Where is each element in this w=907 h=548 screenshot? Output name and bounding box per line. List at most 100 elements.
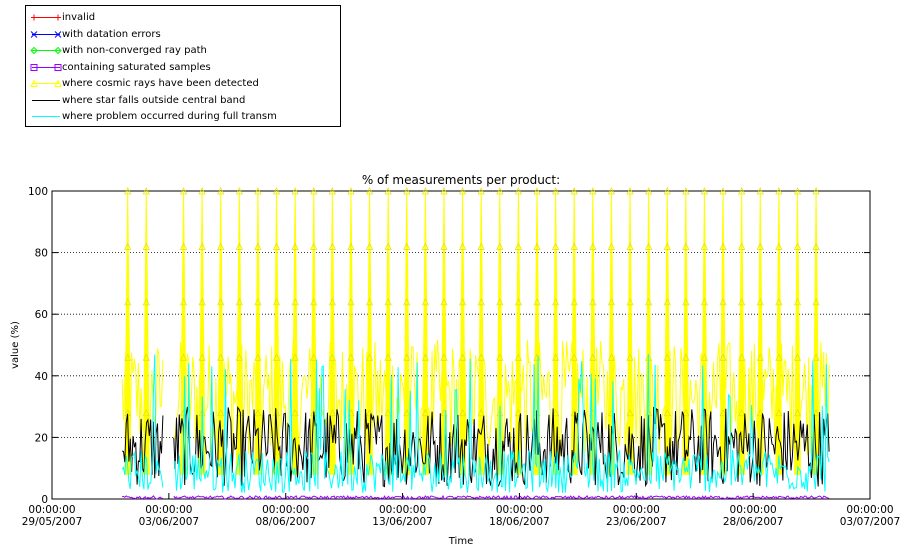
cosmic-ray-spike [514,190,522,475]
diamond-marker [54,46,62,55]
triangle-marker [626,353,634,361]
cosmic-ray-spike [459,190,467,475]
triangle-marker [142,297,150,306]
triangle-marker [310,242,318,250]
x-marker [54,30,62,38]
triangle-marker [812,408,820,417]
triangle-marker [440,297,448,306]
triangle-marker [30,79,38,87]
triangle-marker [403,353,411,361]
triangle-marker [365,353,374,361]
legend-label: with non-converged ray path [62,45,207,56]
triangle-marker [217,297,225,306]
triangle-marker [421,187,430,195]
triangle-marker [514,353,523,361]
triangle-marker [217,242,225,250]
triangle-marker [291,297,299,306]
cosmic-ray-spike [198,190,206,475]
triangle-marker [682,187,690,195]
legend-entry: where cosmic rays have been detected [30,76,340,91]
triangle-marker [142,353,150,361]
legend-swatch [32,99,60,101]
axes: 02040608010000:00:0029/05/200700:00:0003… [22,186,901,528]
triangle-marker [217,353,225,361]
triangle-marker [235,353,243,361]
triangle-marker [756,297,764,306]
triangle-marker [291,353,299,361]
triangle-marker [328,353,336,361]
triangle-marker [403,187,411,195]
legend-swatch [30,46,62,55]
x-tick-label-time: 00:00:00 [379,504,426,516]
triangle-marker [142,408,150,417]
triangle-marker [644,187,653,195]
x-tick-label-date: 18/06/2007 [489,516,550,528]
series-layer [121,187,830,501]
triangle-marker [682,408,690,417]
triangle-marker [551,187,560,195]
x-tick-label-date: 03/06/2007 [139,516,200,528]
y-tick-label: 0 [41,494,48,506]
cosmic-ray-spike [217,190,225,475]
triangle-marker [310,297,318,306]
legend-label: containing saturated samples [62,61,211,73]
legend-entry: invalid [30,10,340,25]
y-tick-label: 80 [35,248,48,260]
series-where-problem-occurred-during-full-transm [121,354,830,493]
triangle-marker [347,242,355,250]
legend-label: where star falls outside central band [62,94,246,106]
triangle-marker [384,242,392,250]
triangle-marker [179,242,188,250]
triangle-marker [626,408,634,417]
triangle-marker [272,297,281,306]
triangle-marker [310,187,318,195]
triangle-marker [403,297,411,306]
cosmic-ray-spike [626,190,634,475]
triangle-marker [328,187,336,195]
cosmic-ray-spike [645,190,653,475]
triangle-marker [793,408,802,417]
triangle-marker [719,297,727,306]
triangle-marker [663,408,671,417]
triangle-marker [272,187,281,195]
x-tick-label-date: 03/07/2007 [840,516,901,528]
triangle-marker [607,297,616,306]
triangle-marker [738,408,746,417]
triangle-marker [254,187,262,195]
triangle-marker [738,242,746,250]
triangle-marker [756,353,764,361]
triangle-marker [570,408,578,417]
triangle-marker [570,297,578,306]
cosmic-ray-spike [570,190,578,475]
triangle-marker [142,242,150,250]
triangle-marker [626,297,634,306]
triangle-marker [272,242,281,250]
triangle-marker [644,297,653,306]
triangle-marker [217,187,225,195]
triangle-marker [347,297,355,306]
triangle-marker [793,242,802,250]
triangle-marker [124,353,132,361]
triangle-marker [142,187,150,195]
triangle-marker [328,242,336,250]
triangle-marker [384,408,392,417]
legend-entry: with datation errors [30,27,340,42]
triangle-marker [365,187,374,195]
square-marker [54,63,62,71]
y-axis-label: value (%) [10,321,21,369]
triangle-marker [793,297,802,306]
chart-title: % of measurements per product: [362,173,560,187]
triangle-marker [682,353,690,361]
triangle-marker [328,408,336,417]
y-tick-label: 40 [35,371,48,383]
legend-label: with datation errors [62,28,161,40]
triangle-marker [440,353,448,361]
triangle-marker [403,408,411,417]
triangle-marker [421,242,430,250]
triangle-marker [477,187,485,195]
triangle-marker [458,353,467,361]
triangle-marker [198,353,206,361]
triangle-marker [682,242,690,250]
triangle-marker [812,187,820,195]
